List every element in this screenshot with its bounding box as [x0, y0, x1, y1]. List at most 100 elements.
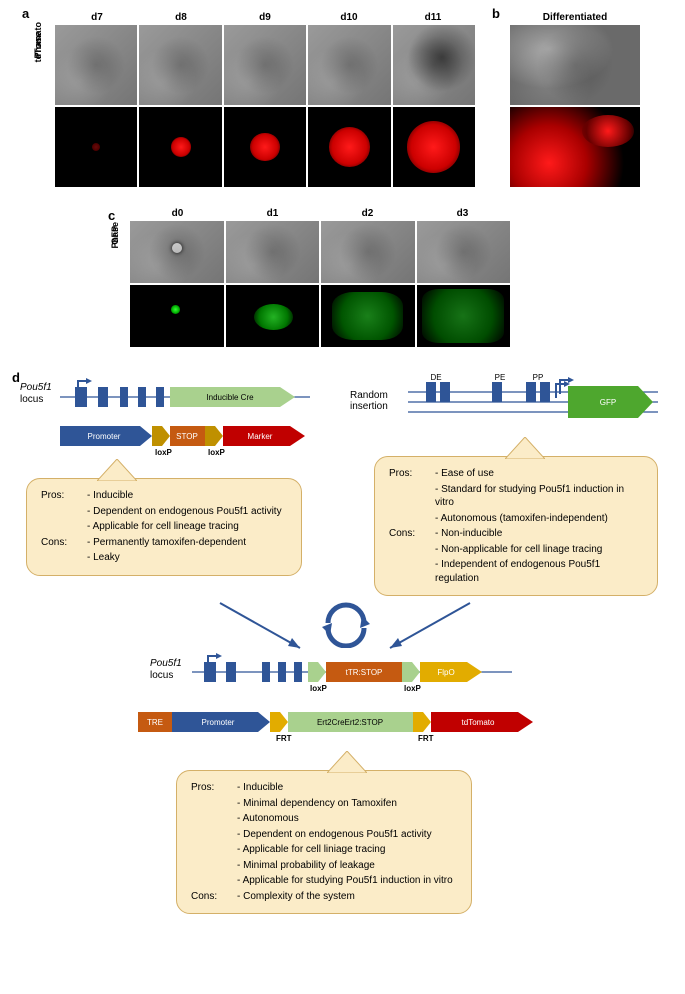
svg-text:Inducible Cre: Inducible Cre	[206, 393, 254, 402]
svg-text:DE: DE	[430, 373, 441, 382]
left-locus-svg: Inducible Cre	[60, 375, 310, 420]
pros-label: Pros:	[389, 467, 429, 481]
col-label: d8	[139, 12, 223, 25]
svg-text:PP: PP	[533, 373, 544, 382]
phase-cell	[139, 25, 221, 105]
svg-text:tdTomato: tdTomato	[462, 718, 495, 727]
phase-cell	[308, 25, 390, 105]
pro-item: - Ease of use	[435, 467, 643, 481]
figure-root: a b c d d7 d8 d9 d10 d11 Phase tdTomato	[0, 0, 685, 994]
insertion-label: Random insertion	[350, 390, 405, 412]
tdtomato-cell: tdTomato	[510, 107, 640, 187]
bottom-callout: Pros: - Inducible - Minimal dependency o…	[176, 770, 472, 914]
col-label: d3	[415, 208, 510, 221]
gfp-cell	[417, 285, 511, 347]
tdtomato-cell	[393, 107, 475, 187]
locus-sublabel: locus	[150, 670, 173, 681]
col-label: d9	[223, 12, 307, 25]
svg-text:Promoter: Promoter	[88, 432, 121, 441]
svg-text:GFP: GFP	[600, 398, 616, 407]
bottom-locus-svg: tTR:STOP FlpO	[192, 652, 512, 692]
row-label-tdtomato: tdTomato	[33, 22, 53, 62]
col-label: d10	[307, 12, 391, 25]
bottom-reporter-svg: TRE Promoter Ert2CreErt2:STOP tdTomato	[138, 706, 558, 744]
locus-label: Pou5f1	[20, 382, 52, 393]
svg-text:TRE: TRE	[147, 718, 163, 727]
panel-c-gfp-row: GFP	[130, 285, 510, 347]
loxp-label: loxP	[155, 448, 172, 457]
right-callout: Pros: - Ease of use - Standard for study…	[374, 456, 658, 596]
phase-cell	[417, 221, 511, 283]
con-item: - Leaky	[87, 551, 287, 565]
pro-item: - Autonomous (tamoxifen-independent)	[435, 512, 643, 526]
svg-text:Ert2CreErt2:STOP: Ert2CreErt2:STOP	[317, 718, 383, 727]
phase-cell	[321, 221, 415, 283]
locus-sublabel: locus	[20, 394, 43, 405]
gfp-cell	[321, 285, 415, 347]
svg-text:tTR:STOP: tTR:STOP	[346, 668, 383, 677]
pro-item: - Dependent on endogenous Pou5f1 activit…	[237, 828, 457, 842]
svg-text:Promoter: Promoter	[202, 718, 235, 727]
con-item: - Non-inducible	[435, 527, 643, 541]
panel-a-tdtomato-row: tdTomato	[55, 107, 475, 187]
pro-item: - Minimal probability of leakage	[237, 859, 457, 873]
gfp-cell	[130, 285, 224, 347]
cycle-arrows-icon	[316, 598, 376, 648]
loxp-label: loxP	[208, 448, 225, 457]
cons-label: Cons:	[41, 536, 81, 550]
pro-item: - Standard for studying Pou5f1 induction…	[435, 483, 643, 510]
con-item: - Permanently tamoxifen-dependent	[87, 536, 287, 550]
cons-label: Cons:	[191, 890, 231, 904]
panel-label-c: c	[108, 208, 115, 223]
svg-text:FlpO: FlpO	[437, 668, 454, 677]
tdtomato-cell	[139, 107, 221, 187]
cons-label: Cons:	[389, 527, 429, 541]
con-item: - Complexity of the system	[237, 890, 457, 904]
panel-c-col-labels: d0 d1 d2 d3	[130, 208, 510, 221]
pro-item: - Minimal dependency on Tamoxifen	[237, 797, 457, 811]
svg-text:PE: PE	[495, 373, 506, 382]
col-label: d0	[130, 208, 225, 221]
right-construct-svg: DE PE PP GFP	[408, 370, 658, 430]
phase-cell	[55, 25, 137, 105]
tdtomato-cell	[55, 107, 137, 187]
panel-a-col-labels: d7 d8 d9 d10 d11	[55, 12, 475, 25]
col-label: d11	[391, 12, 475, 25]
phase-cell	[224, 25, 306, 105]
left-callout: Pros: - Inducible - Dependent on endogen…	[26, 478, 302, 576]
pro-item: - Inducible	[87, 489, 287, 503]
phase-cell	[130, 221, 224, 283]
panel-d: Pou5f1 locus Inducible Cre Promoter STOP…	[20, 370, 665, 980]
frt-label: FRT	[276, 734, 292, 743]
panel-a-phase-row: Phase	[55, 25, 475, 105]
pro-item: - Autonomous	[237, 812, 457, 826]
frt-label: FRT	[418, 734, 434, 743]
loxp-label: loxP	[310, 684, 327, 693]
pro-item: - Dependent on endogenous Pou5f1 activit…	[87, 505, 287, 519]
phase-cell: Phase	[510, 25, 640, 105]
pro-item: - Applicable for studying Pou5f1 inducti…	[237, 874, 457, 888]
col-label: d1	[225, 208, 320, 221]
panel-a: d7 d8 d9 d10 d11 Phase tdTomato	[55, 12, 475, 189]
tdtomato-cell	[308, 107, 390, 187]
locus-label: Pou5f1	[150, 658, 182, 669]
phase-cell	[393, 25, 475, 105]
loxp-label: loxP	[404, 684, 421, 693]
arrow-left-down-icon	[210, 598, 310, 658]
svg-text:STOP: STOP	[176, 432, 198, 441]
pro-item: - Inducible	[237, 781, 457, 795]
tdtomato-cell	[224, 107, 306, 187]
panel-c: d0 d1 d2 d3 Phase GFP	[130, 208, 510, 349]
col-label: d2	[320, 208, 415, 221]
phase-cell	[226, 221, 320, 283]
panel-label-b: b	[492, 6, 500, 21]
arrow-right-down-icon	[380, 598, 480, 658]
panel-label-a: a	[22, 6, 29, 21]
con-item: - Non-applicable for cell linage tracing	[435, 543, 643, 557]
pros-label: Pros:	[191, 781, 231, 795]
con-item: - Independent of endogenous Pou5f1 regul…	[435, 558, 643, 585]
panel-c-phase-row: Phase	[130, 221, 510, 283]
panel-b-title: Differentiated	[510, 12, 640, 23]
panel-label-d: d	[12, 370, 20, 385]
pros-label: Pros:	[41, 489, 81, 503]
